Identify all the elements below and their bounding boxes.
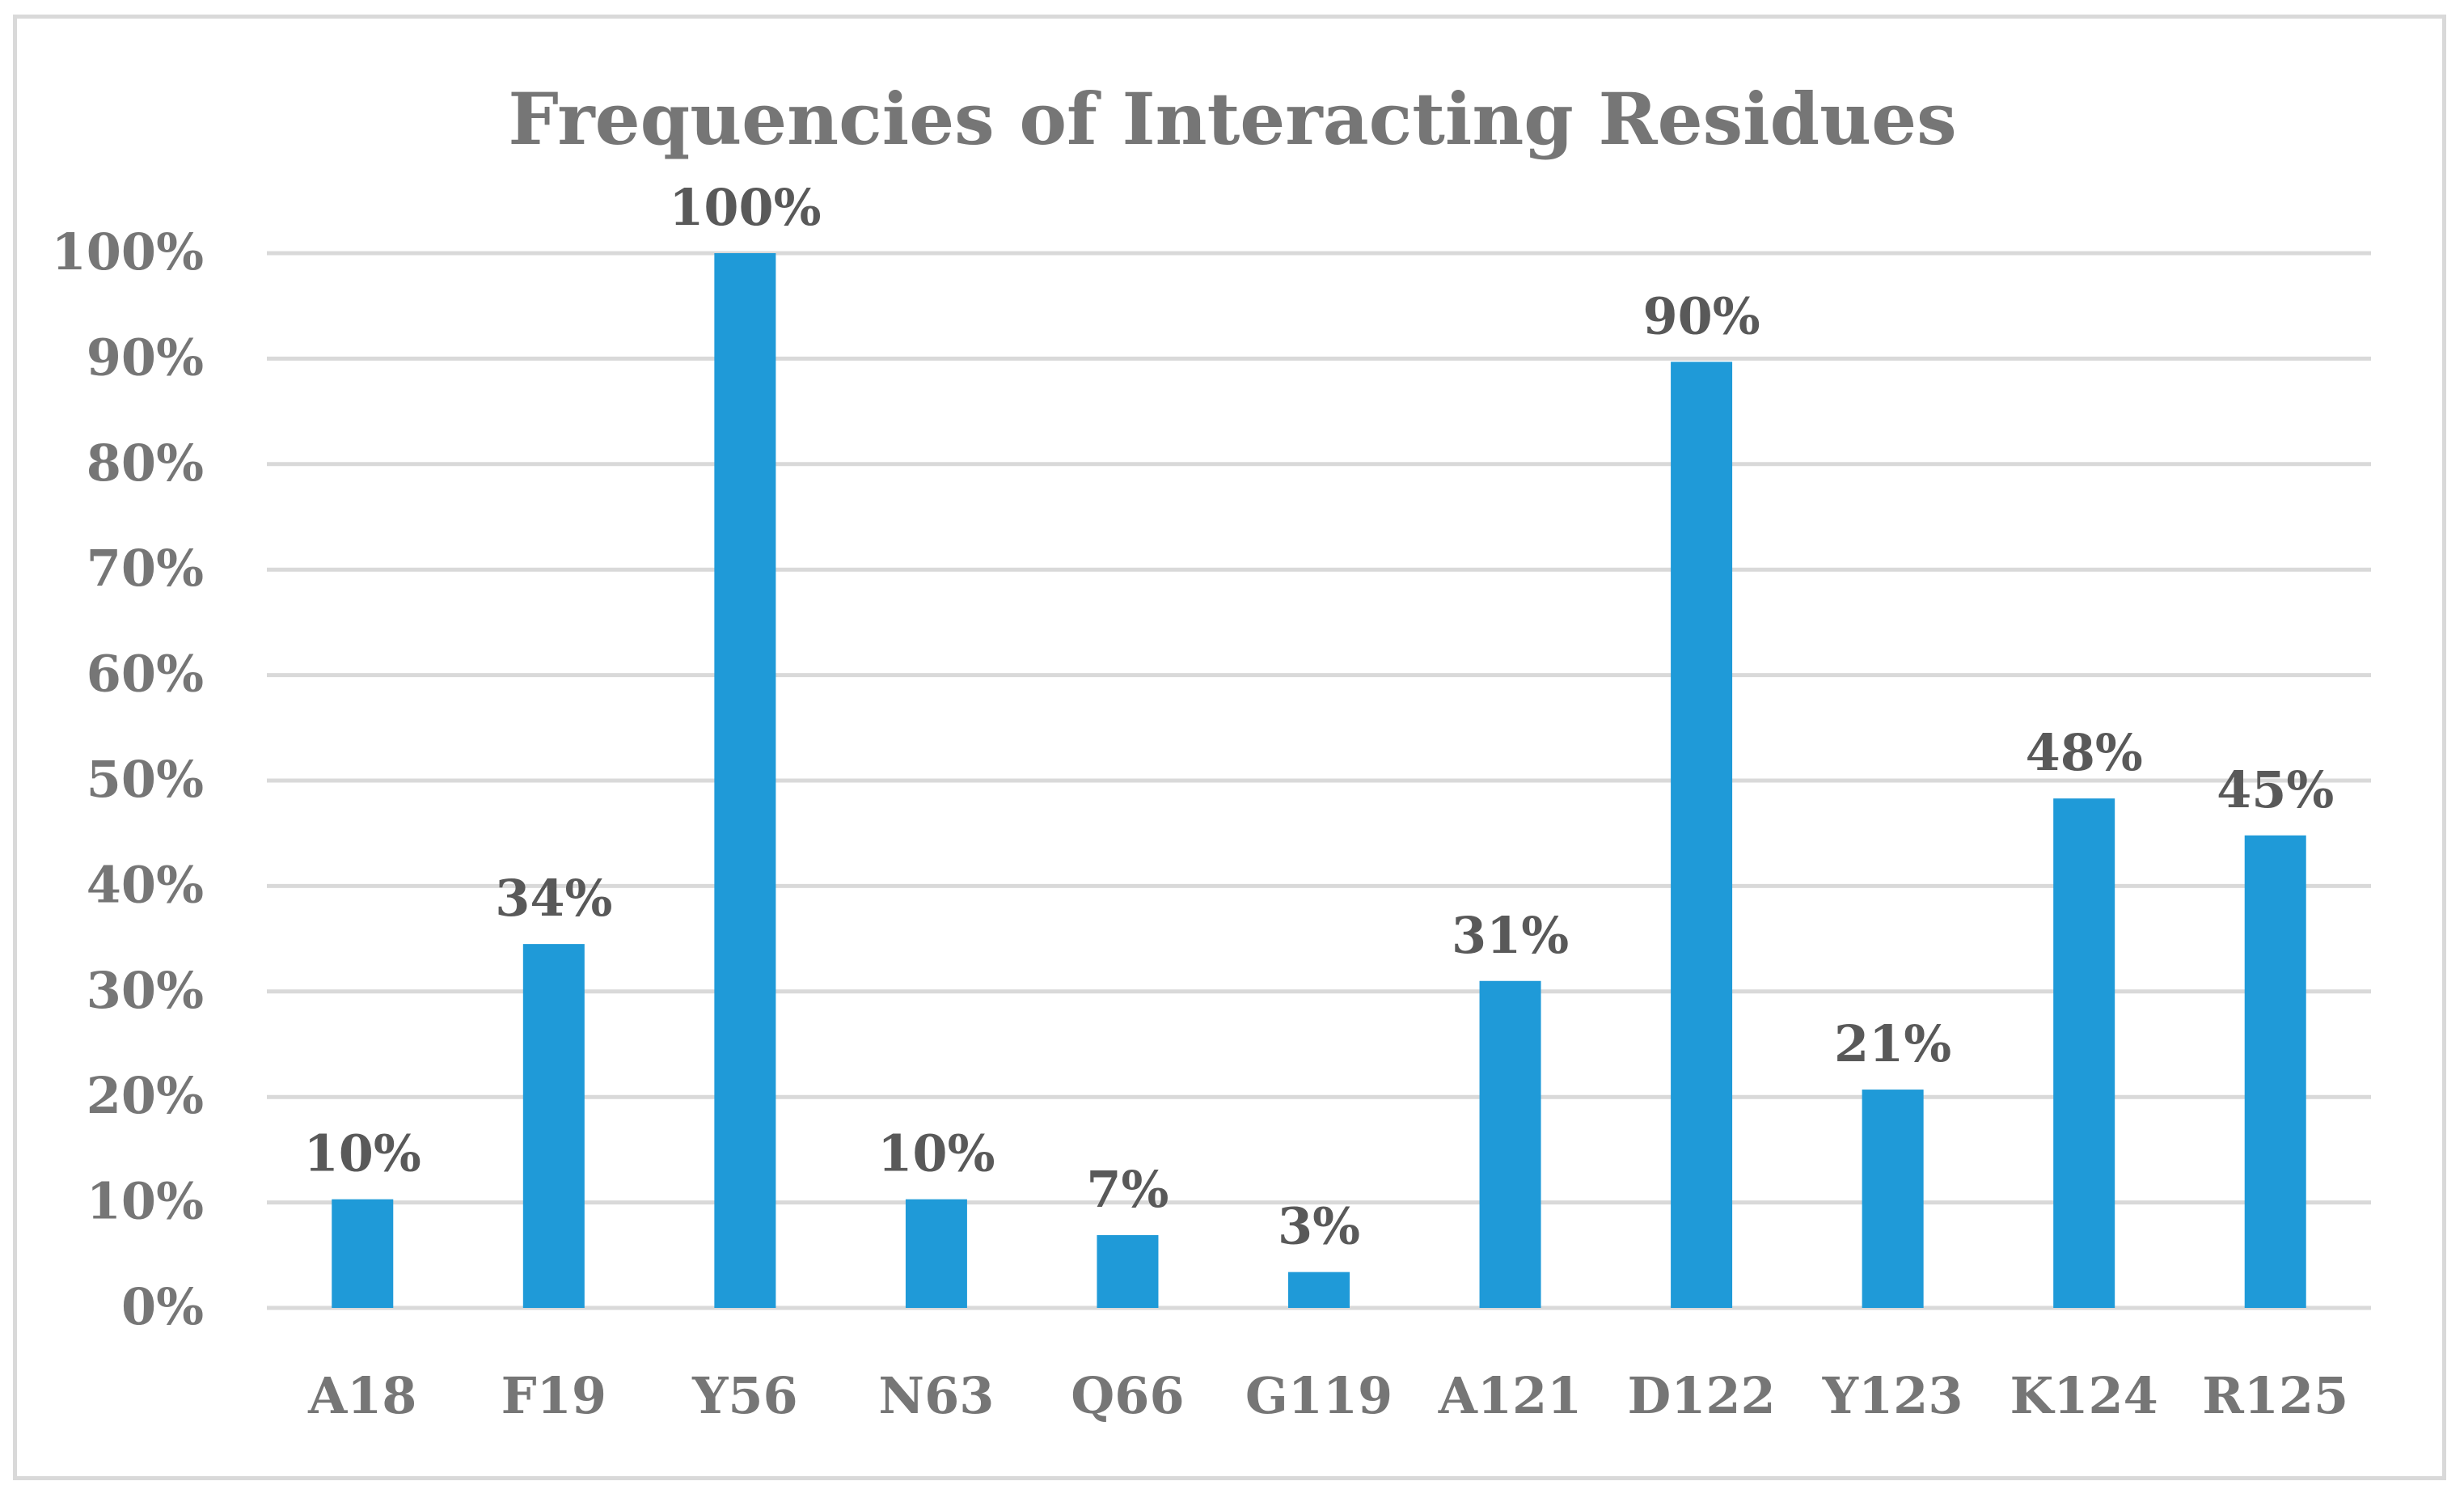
bar-g119	[1288, 1272, 1350, 1308]
y-tick-label: 100%	[52, 222, 204, 281]
data-label-q66: 7%	[1086, 1160, 1169, 1219]
x-tick-label-a18: A18	[307, 1366, 416, 1425]
data-label-k124: 48%	[2026, 723, 2143, 782]
data-label-d122: 90%	[1642, 286, 1760, 345]
data-label-y56: 100%	[669, 178, 821, 237]
data-label-y123: 21%	[1834, 1014, 1951, 1073]
data-label-g119: 3%	[1278, 1197, 1360, 1256]
x-tick-label-n63: N63	[878, 1366, 994, 1425]
data-label-r125: 45%	[2217, 760, 2334, 819]
y-tick-label: 70%	[87, 539, 204, 598]
x-tick-label-k124: K124	[2010, 1366, 2158, 1425]
chart-title: Frequencies of Interacting Residues	[508, 77, 1956, 161]
x-tick-label-q66: Q66	[1071, 1366, 1184, 1425]
y-tick-label: 10%	[87, 1172, 204, 1231]
bar-a18	[332, 1199, 394, 1308]
x-tick-label-f19: F19	[501, 1366, 606, 1425]
x-axis-tick-labels: A18 F19 Y56 N63 Q66 G119 A121 D122 Y123 K124 R125	[307, 1366, 2348, 1425]
x-tick-label-r125: R125	[2202, 1366, 2348, 1425]
bar-k124	[2053, 798, 2115, 1308]
y-tick-label: 40%	[87, 855, 204, 914]
x-tick-label-d122: D122	[1627, 1366, 1775, 1425]
bar-f19	[522, 944, 585, 1308]
x-tick-label-y56: Y56	[691, 1366, 798, 1425]
bars	[332, 253, 2306, 1308]
bar-y123	[1862, 1090, 1924, 1308]
bar-r125	[2244, 835, 2306, 1308]
bar-n63	[905, 1199, 967, 1308]
x-tick-label-a121: A121	[1438, 1366, 1583, 1425]
data-label-n63: 10%	[877, 1124, 995, 1183]
y-tick-label: 20%	[87, 1066, 204, 1125]
bar-d122	[1671, 362, 1733, 1308]
y-tick-label: 90%	[87, 328, 204, 387]
y-axis-tick-labels: 0% 10% 20% 30% 40% 50% 60% 70% 80% 90% 100%	[52, 222, 204, 1336]
bar-q66	[1097, 1235, 1159, 1308]
data-label-f19: 34%	[495, 869, 612, 928]
y-tick-label: 80%	[87, 434, 204, 493]
y-tick-label: 30%	[87, 961, 204, 1020]
x-tick-label-g119: G119	[1245, 1366, 1393, 1425]
chart-frame	[13, 15, 2446, 1480]
x-tick-label-y123: Y123	[1822, 1366, 1963, 1425]
bar-y56	[714, 253, 776, 1308]
y-tick-label: 0%	[121, 1277, 204, 1336]
y-tick-label: 60%	[87, 645, 204, 704]
data-label-a18: 10%	[304, 1124, 421, 1183]
y-tick-label: 50%	[87, 750, 204, 809]
bar-a121	[1479, 980, 1541, 1308]
data-label-a121: 31%	[1452, 906, 1569, 965]
data-labels: 10% 34% 100% 10% 7% 3% 31% 90% 21% 48% 45%	[304, 178, 2335, 1256]
gridlines	[267, 251, 2371, 1310]
